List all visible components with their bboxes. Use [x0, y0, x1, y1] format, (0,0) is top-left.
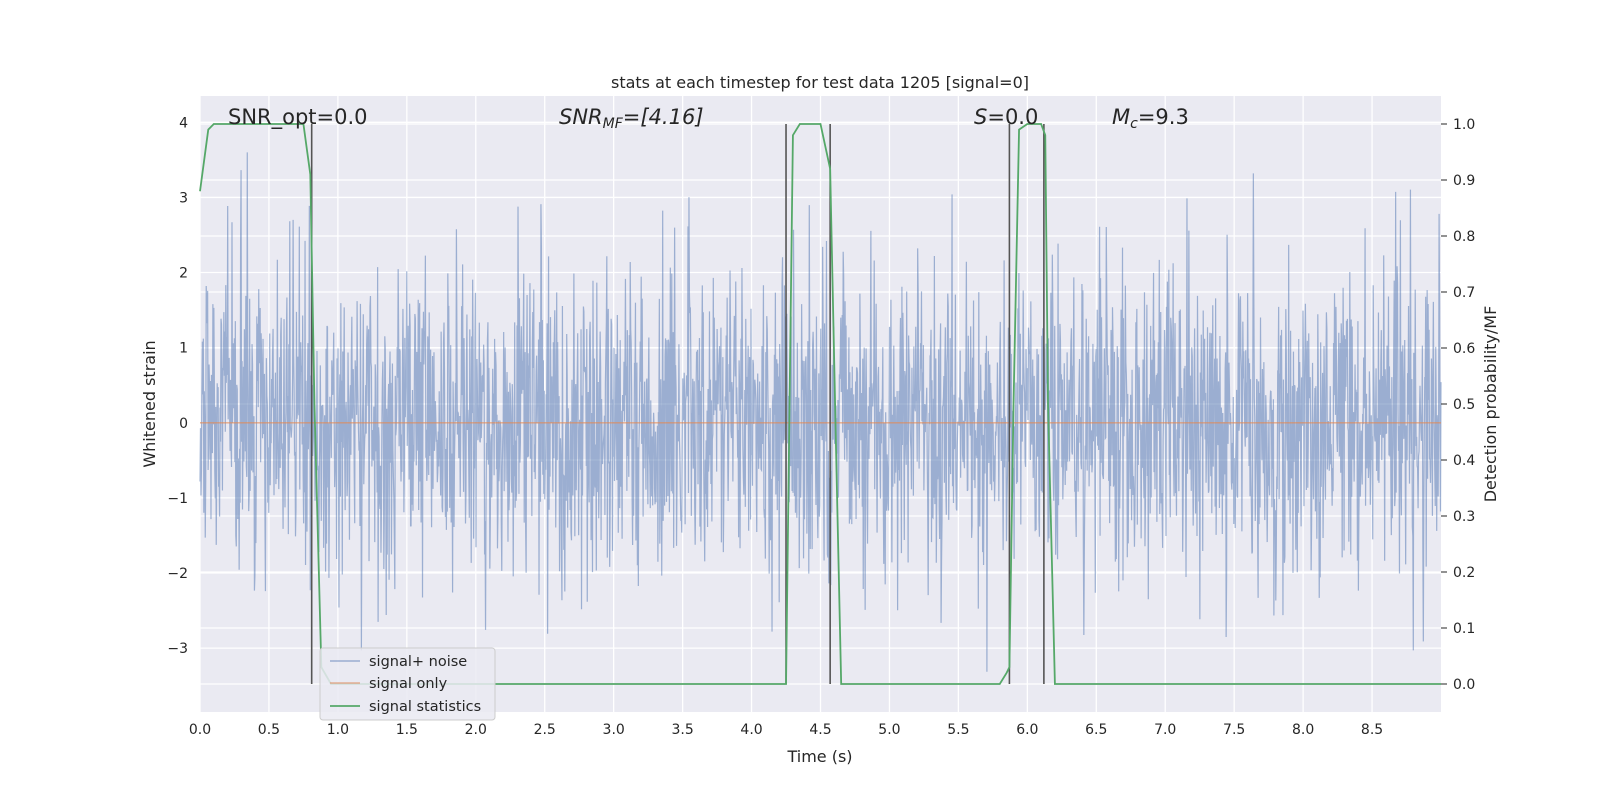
- y-right-tick-label: 0.7: [1453, 285, 1475, 301]
- y-tick-label: 1: [179, 341, 188, 357]
- y-tick-label: 0: [179, 416, 188, 432]
- x-tick-label: 7.0: [1154, 722, 1176, 738]
- legend-label-signal-only: signal only: [369, 676, 448, 692]
- y-right-tick-label: 0.8: [1453, 229, 1475, 245]
- y-right-tick-label: 1.0: [1453, 117, 1475, 133]
- legend-label-signal-statistics: signal statistics: [369, 699, 481, 715]
- x-tick-label: 1.0: [327, 722, 349, 738]
- y-right-tick-label: 0.1: [1453, 621, 1475, 637]
- x-tick-label: 6.0: [1016, 722, 1038, 738]
- y-right-tick-labels: 0.0 0.1 0.2 0.3 0.4 0.5 0.6 0.7 0.8 0.9 1.0: [1441, 117, 1475, 693]
- x-tick-label: 0.5: [258, 722, 280, 738]
- x-tick-label: 6.5: [1085, 722, 1107, 738]
- y-right-tick-label: 0.4: [1453, 453, 1475, 469]
- annotation-mc: Mc=9.3: [1112, 105, 1189, 132]
- x-tick-label: 3.5: [671, 722, 693, 738]
- annotation-snr-mf: SNRMF=[4.16]: [559, 105, 704, 132]
- y-right-tick-label: 0.0: [1453, 677, 1475, 693]
- chart-title: stats at each timestep for test data 120…: [611, 73, 1029, 92]
- x-tick-label: 2.0: [465, 722, 487, 738]
- x-tick-label: 0.0: [189, 722, 211, 738]
- x-tick-label: 8.0: [1292, 722, 1314, 738]
- y-right-tick-label: 0.5: [1453, 397, 1475, 413]
- y-tick-label: 3: [179, 190, 188, 206]
- x-tick-label: 2.5: [534, 722, 556, 738]
- x-tick-label: 5.0: [878, 722, 900, 738]
- legend-label-signal-plus-noise: signal+ noise: [369, 654, 467, 670]
- x-tick-label: 5.5: [947, 722, 969, 738]
- legend: signal+ noise signal only signal statist…: [319, 647, 496, 721]
- series-signal-statistics: [199, 123, 1441, 685]
- y-right-tick-label: 0.9: [1453, 173, 1475, 189]
- y-tick-label: −2: [167, 566, 188, 582]
- x-tick-label: 4.5: [809, 722, 831, 738]
- y-right-axis-label: Detection probability/MF: [1481, 306, 1500, 503]
- signal-plus-noise-line: [199, 152, 1442, 672]
- x-tick-label: 7.5: [1223, 722, 1245, 738]
- y-tick-label: −1: [167, 491, 188, 507]
- x-tick-label: 1.5: [396, 722, 418, 738]
- y-right-tick-label: 0.3: [1453, 509, 1475, 525]
- annotation-s: S=0.0: [974, 105, 1038, 129]
- y-tick-label: 2: [179, 266, 188, 282]
- x-tick-label: 8.5: [1361, 722, 1383, 738]
- legend-box: [319, 647, 496, 721]
- y-tick-label: 4: [179, 115, 188, 131]
- x-tick-label: 4.0: [740, 722, 762, 738]
- x-tick-label: 3.0: [603, 722, 625, 738]
- y-right-tick-label: 0.6: [1453, 341, 1475, 357]
- x-axis-label: Time (s): [786, 747, 852, 766]
- y-tick-labels: −3 −2 −1 0 1 2 3 4: [167, 115, 188, 657]
- annotation-snr-opt: SNR_opt=0.0: [228, 105, 368, 130]
- y-tick-label: −3: [167, 641, 188, 657]
- y-axis-label: Whitened strain: [140, 340, 159, 467]
- y-right-tick-label: 0.2: [1453, 565, 1475, 581]
- series-signal-plus-noise: [199, 152, 1442, 672]
- x-tick-labels: 0.0 0.5 1.0 1.5 2.0 2.5 3.0 3.5 4.0 4.5 5.0 5.5 6.0 6…: [189, 722, 1383, 738]
- signal-statistics-line: [199, 123, 1441, 685]
